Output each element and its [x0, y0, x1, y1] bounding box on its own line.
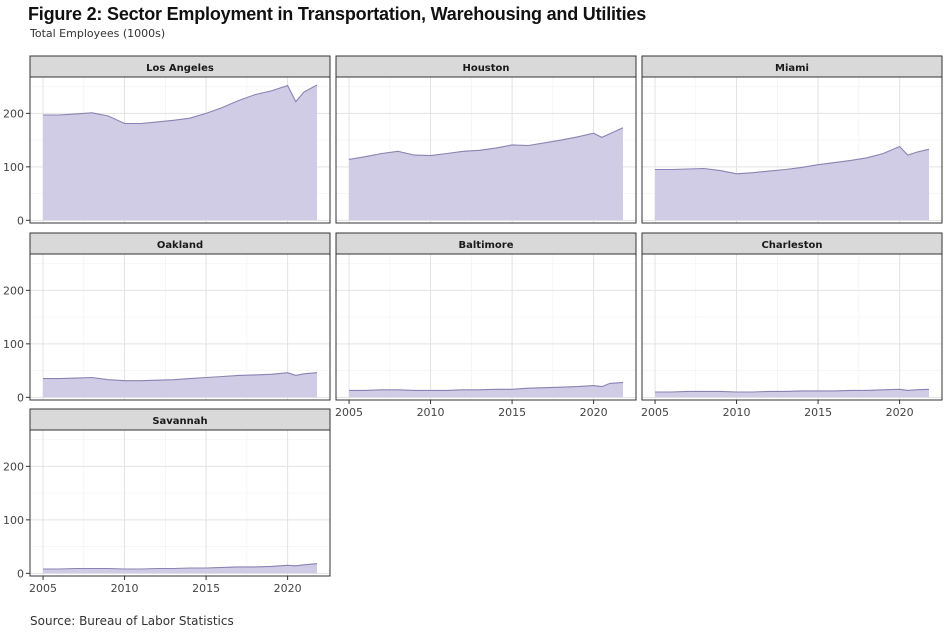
facet-oakland: Oakland 0 100 200 — [3, 232, 331, 404]
facet-houston: Houston — [335, 55, 637, 224]
x-tick-label: 2015 — [498, 406, 526, 419]
facet-baltimore: Baltimore 2005 2010 2015 2020 — [335, 232, 637, 419]
x-tick-label: 2005 — [641, 406, 669, 419]
plot-background — [30, 430, 330, 576]
x-tick-label: 2015 — [192, 582, 220, 595]
x-tick-label: 2010 — [111, 582, 139, 595]
area-fill-los-angeles — [43, 85, 317, 221]
x-tick-label: 2020 — [886, 406, 914, 419]
x-tick-label: 2020 — [580, 406, 608, 419]
facet-label-oakland: Oakland — [157, 240, 203, 251]
facet-strip — [29, 232, 331, 255]
facet-strip — [335, 232, 637, 255]
area-line-oakland — [43, 372, 318, 382]
facet-label-los-angeles: Los Angeles — [146, 63, 214, 74]
facet-label-baltimore: Baltimore — [458, 240, 513, 251]
figure-title: Figure 2: Sector Employment in Transport… — [28, 4, 647, 24]
x-tick-label: 2005 — [335, 406, 363, 419]
x-tick-label: 2015 — [804, 406, 832, 419]
plot-background — [336, 254, 636, 400]
facet-label-houston: Houston — [462, 63, 509, 74]
facet-charleston: Charleston 2005 2010 2015 2020 — [641, 232, 943, 419]
area-fill-houston — [349, 127, 623, 221]
facet-savannah: Savannah 0 100 200 2005 2010 2015 2020 — [3, 408, 331, 595]
facet-label-miami: Miami — [775, 63, 809, 74]
facet-label-charleston: Charleston — [761, 240, 822, 251]
x-tick-label: 2020 — [274, 582, 302, 595]
area-line-savannah — [43, 563, 318, 570]
facet-miami: Miami — [641, 55, 943, 224]
facet-strip — [641, 55, 943, 78]
y-tick-label: 100 — [3, 514, 24, 527]
area-line-los-angeles — [43, 84, 318, 125]
x-tick-label: 2010 — [417, 406, 445, 419]
area-fill-oakland — [43, 372, 317, 398]
area-fill-miami — [655, 146, 929, 221]
facet-strip — [29, 55, 331, 78]
y-tick-label: 0 — [17, 567, 24, 580]
area-fill-charleston — [655, 389, 929, 398]
y-tick-label: 0 — [17, 391, 24, 404]
y-tick-label: 200 — [3, 284, 24, 297]
y-tick-label: 100 — [3, 161, 24, 174]
area-line-houston — [348, 127, 624, 160]
y-tick-label: 0 — [17, 214, 24, 227]
facet-strip — [29, 408, 331, 431]
y-tick-label: 200 — [3, 107, 24, 120]
area-line-charleston — [655, 388, 930, 393]
y-tick-label: 200 — [3, 460, 24, 473]
faceted-area-chart: Los Angeles 0 100 200 Houston Miami Oakland 0 10… — [3, 55, 943, 595]
plot-background — [642, 254, 942, 400]
area-line-miami — [655, 145, 930, 175]
area-line-baltimore — [349, 381, 624, 391]
facet-strip — [335, 55, 637, 78]
facet-los-angeles: Los Angeles 0 100 200 — [3, 55, 331, 227]
figure-subtitle: Total Employees (1000s) — [30, 27, 166, 40]
x-tick-label: 2010 — [723, 406, 751, 419]
figure-source: Source: Bureau of Labor Statistics — [30, 614, 234, 628]
facet-label-savannah: Savannah — [152, 416, 207, 427]
facet-strip — [641, 232, 943, 255]
x-tick-label: 2005 — [29, 582, 57, 595]
y-tick-label: 100 — [3, 338, 24, 351]
